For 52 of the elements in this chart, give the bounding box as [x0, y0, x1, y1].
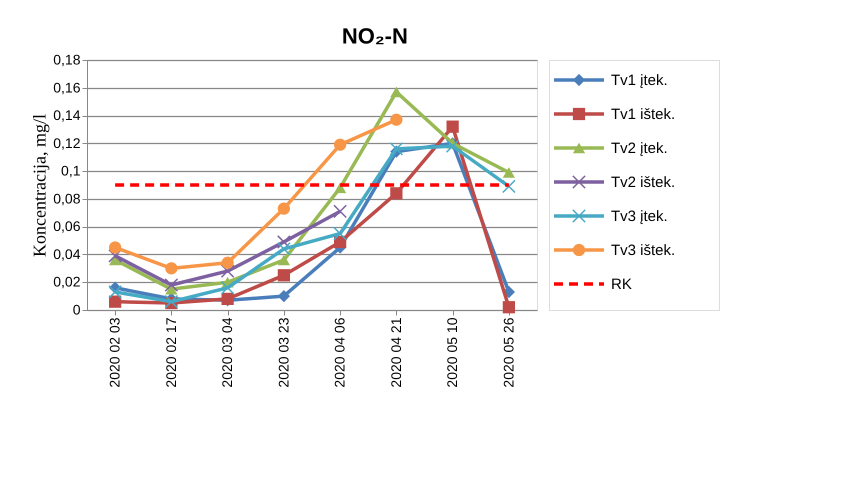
- legend-label: Tv3 ištek.: [611, 242, 676, 259]
- point: [109, 241, 122, 254]
- x-tick-label: 2020 03 04: [219, 317, 236, 388]
- legend-label: Tv2 ištek.: [611, 174, 676, 191]
- point: [502, 301, 515, 314]
- legend-label: Tv2 įtek.: [611, 140, 668, 157]
- y-tick-label: 0,08: [53, 190, 81, 206]
- chart-title: NO₂-N: [342, 24, 408, 48]
- y-tick-label: 0,18: [53, 52, 81, 68]
- point: [109, 296, 122, 308]
- legend-label: Tv1 įtek.: [611, 72, 668, 89]
- point: [220, 280, 234, 295]
- point: [164, 278, 178, 292]
- y-tick-label: 0: [72, 302, 81, 318]
- point: [220, 264, 234, 278]
- point: [333, 226, 347, 240]
- point: [390, 187, 402, 200]
- legend-label: RK: [611, 276, 632, 293]
- point: [278, 269, 290, 282]
- point: [390, 114, 402, 126]
- x-tick-label: 2020 05 26: [500, 317, 516, 388]
- y-tick-label: 0,06: [53, 218, 81, 234]
- legend-label: Tv3 įtek.: [611, 208, 668, 225]
- point: [277, 242, 291, 256]
- y-tick-label: 0,14: [53, 107, 81, 124]
- x-tick-label: 2020 05 10: [444, 317, 460, 388]
- y-tick-label: 0,16: [53, 79, 81, 96]
- x-tick-label: 2020 02 03: [106, 317, 123, 388]
- y-tick-label: 0,12: [53, 134, 81, 151]
- point: [334, 138, 346, 151]
- point: [108, 285, 122, 299]
- legend-label: Tv1 ištek.: [611, 106, 676, 123]
- point: [108, 248, 122, 263]
- point: [390, 142, 404, 156]
- point: [502, 167, 515, 178]
- point: [446, 139, 460, 153]
- y-tick-label: 0,1: [61, 162, 81, 179]
- y-tick-label: 0,02: [53, 274, 81, 290]
- x-tick-label: 2020 02 17: [162, 317, 179, 388]
- point: [165, 262, 178, 274]
- point: [278, 254, 290, 266]
- x-tick-label: 2020 04 06: [332, 317, 348, 388]
- point: [502, 180, 516, 194]
- point: [333, 204, 347, 218]
- y-axis-title: Koncentracija, mg/l: [29, 114, 50, 257]
- x-tick-label: 2020 03 23: [275, 317, 292, 388]
- y-tick-label: 0,04: [53, 246, 81, 262]
- x-tick-label: 2020 04 21: [388, 317, 404, 388]
- point: [278, 202, 290, 215]
- point: [446, 120, 459, 133]
- point: [278, 290, 290, 302]
- point: [222, 256, 234, 269]
